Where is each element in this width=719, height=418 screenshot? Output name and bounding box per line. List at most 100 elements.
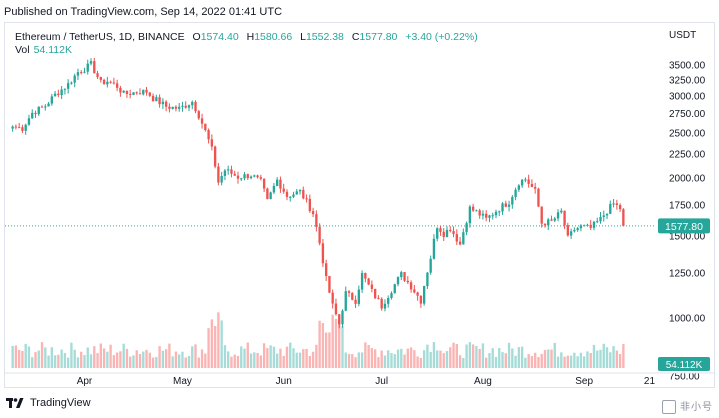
candle <box>11 125 14 132</box>
volume-bar <box>452 342 455 368</box>
candle <box>491 212 494 220</box>
candle <box>151 93 155 102</box>
volume-bar <box>465 344 468 368</box>
candle <box>279 176 282 193</box>
volume-bar <box>115 352 119 368</box>
volume-bar <box>125 348 129 368</box>
candle <box>589 220 592 231</box>
symbol-legend[interactable]: Ethereum / TetherUS, 1D, BINANCE O1574.4… <box>15 31 478 43</box>
volume-bar <box>295 352 298 368</box>
candle <box>83 67 86 74</box>
volume-bar <box>298 352 302 368</box>
candle <box>233 170 236 176</box>
volume-bar <box>504 353 507 368</box>
candle <box>295 188 298 195</box>
volume-bar <box>148 352 151 368</box>
candle <box>462 228 465 245</box>
candle <box>373 288 377 300</box>
volume-bar <box>243 348 246 368</box>
candle <box>390 291 393 300</box>
volume-bar <box>129 356 132 368</box>
volume-bar <box>471 344 475 368</box>
candle <box>249 175 253 180</box>
time-tick-label: Apr <box>77 376 93 387</box>
volume-bar <box>396 349 400 368</box>
volume-bar <box>112 355 116 368</box>
volume-bar <box>602 343 605 368</box>
candle <box>145 86 148 96</box>
candle <box>360 270 364 293</box>
candle <box>367 277 370 286</box>
symbol-title[interactable]: Ethereum / TetherUS, 1D, BINANCE <box>15 31 185 43</box>
price-tick-label: 1750.00 <box>669 200 706 211</box>
candle <box>253 174 256 178</box>
candle <box>556 209 560 222</box>
candle <box>282 183 285 194</box>
footer-brand[interactable]: TradingView <box>6 397 91 409</box>
candle <box>351 292 354 301</box>
volume-bar <box>106 351 109 368</box>
volume-legend[interactable]: Vol 54.112K <box>15 44 72 56</box>
volume-bar <box>592 344 596 368</box>
candle <box>507 200 511 212</box>
volume-bar <box>315 344 318 368</box>
volume-bar <box>494 356 498 368</box>
volume-bar <box>537 357 540 368</box>
volume-bar <box>416 356 419 368</box>
candle <box>96 70 99 79</box>
candle <box>582 224 586 227</box>
volume-bar <box>589 353 592 368</box>
volume-bar <box>40 342 44 368</box>
published-caption: Published on TradingView.com, Sep 14, 20… <box>4 6 283 18</box>
candle <box>341 309 344 328</box>
candle <box>236 171 240 184</box>
time-tick-label: Sep <box>575 376 593 387</box>
volume-bar <box>122 343 125 368</box>
candle <box>272 182 276 195</box>
volume-bar <box>524 357 527 368</box>
watermark-logo-icon <box>662 400 676 414</box>
candle <box>171 106 174 110</box>
candle <box>220 171 223 186</box>
volume-bar <box>191 346 194 368</box>
candle <box>57 89 60 98</box>
open-label: O <box>192 31 201 43</box>
volume-bar <box>181 351 184 368</box>
volume-bar <box>259 355 263 368</box>
volume-bar <box>511 348 514 368</box>
candle <box>315 210 318 232</box>
candle <box>99 76 102 83</box>
candle <box>129 89 132 99</box>
candle <box>47 101 50 107</box>
volume-bar <box>37 350 40 368</box>
close-value: 1577.80 <box>359 31 398 43</box>
volume-bar <box>605 347 609 368</box>
candle <box>138 88 142 95</box>
volume-bar <box>168 343 171 368</box>
volume-bar <box>233 354 236 368</box>
price-tick-label: 1500.00 <box>669 232 706 243</box>
candle <box>40 105 44 108</box>
price-tick-label: 750.00 <box>669 372 700 383</box>
candle <box>80 70 83 75</box>
candle <box>53 90 57 97</box>
candle <box>553 216 556 223</box>
price-tick-label: 3250.00 <box>669 75 706 86</box>
volume-bar <box>151 357 155 368</box>
volume-bar <box>439 350 442 368</box>
chart-canvas[interactable]: USDT 750.00 1000.00 1250.00 1500.00 1750.00 20… <box>5 23 715 388</box>
volume-bar <box>282 355 285 368</box>
chart-frame[interactable]: USDT 750.00 1000.00 1250.00 1500.00 1750.00 20… <box>4 22 715 388</box>
candle <box>530 179 534 188</box>
volume-bar <box>132 355 135 368</box>
volume-bar <box>383 355 387 368</box>
candle <box>347 290 351 297</box>
candle <box>305 194 308 203</box>
low-label: L <box>300 31 306 43</box>
candle <box>76 68 80 81</box>
candle <box>419 295 423 308</box>
volume-bar <box>76 357 80 368</box>
volume-bar <box>279 348 282 368</box>
volume-bar <box>73 349 76 368</box>
watermark-text: 非小号 <box>680 401 713 413</box>
